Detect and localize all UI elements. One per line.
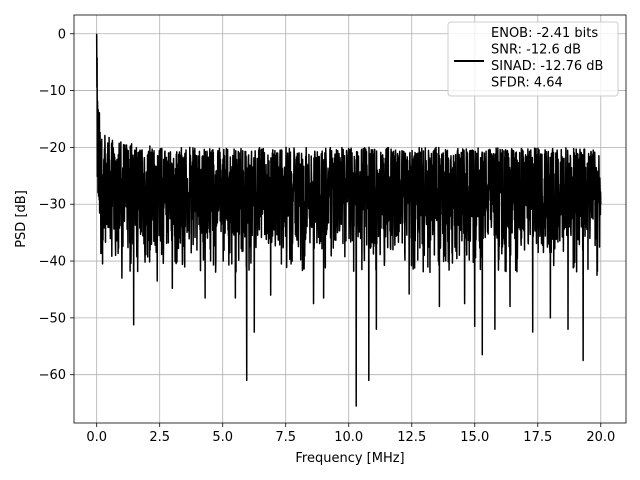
- y-axis-label: PSD [dB]: [14, 190, 29, 248]
- series-layer: [95, 33, 602, 407]
- x-tick-label: 10.0: [334, 430, 363, 445]
- legend-entry-sfdr: SFDR: 4.64: [491, 76, 563, 91]
- x-tick-label: 7.5: [275, 430, 296, 445]
- legend: ENOB: -2.41 bits SNR: -12.6 dB SINAD: -1…: [447, 21, 619, 97]
- legend-entry-enob: ENOB: -2.41 bits: [491, 26, 598, 41]
- plot-frame: [73, 14, 627, 424]
- y-tick-label: −60: [39, 368, 66, 383]
- x-tick-label: 5.0: [212, 430, 233, 445]
- x-tick-label: 20.0: [586, 430, 615, 445]
- y-tick-label: −50: [39, 311, 66, 326]
- y-tick-label: −40: [39, 255, 66, 270]
- psd-series-line: [95, 33, 602, 407]
- ticks: 0.0 2.5 5.0 7.5 10.0 12.5 15.0 17.5 20.0 0 −10 −20 −…: [39, 27, 616, 445]
- legend-entry-sinad: SINAD: -12.76 dB: [491, 59, 603, 74]
- x-tick-label: 15.0: [460, 430, 489, 445]
- y-tick-label: −30: [39, 198, 66, 213]
- legend-box: [447, 21, 619, 97]
- x-tick-label: 0.0: [86, 430, 107, 445]
- x-tick-label: 17.5: [523, 430, 552, 445]
- x-axis-label: Frequency [MHz]: [295, 451, 404, 466]
- x-tick-label: 12.5: [397, 430, 426, 445]
- legend-entry-snr: SNR: -12.6 dB: [491, 43, 581, 58]
- y-tick-label: −20: [39, 141, 66, 156]
- x-tick-label: 2.5: [149, 430, 170, 445]
- y-tick-label: 0: [58, 27, 66, 42]
- y-tick-label: −10: [39, 84, 66, 99]
